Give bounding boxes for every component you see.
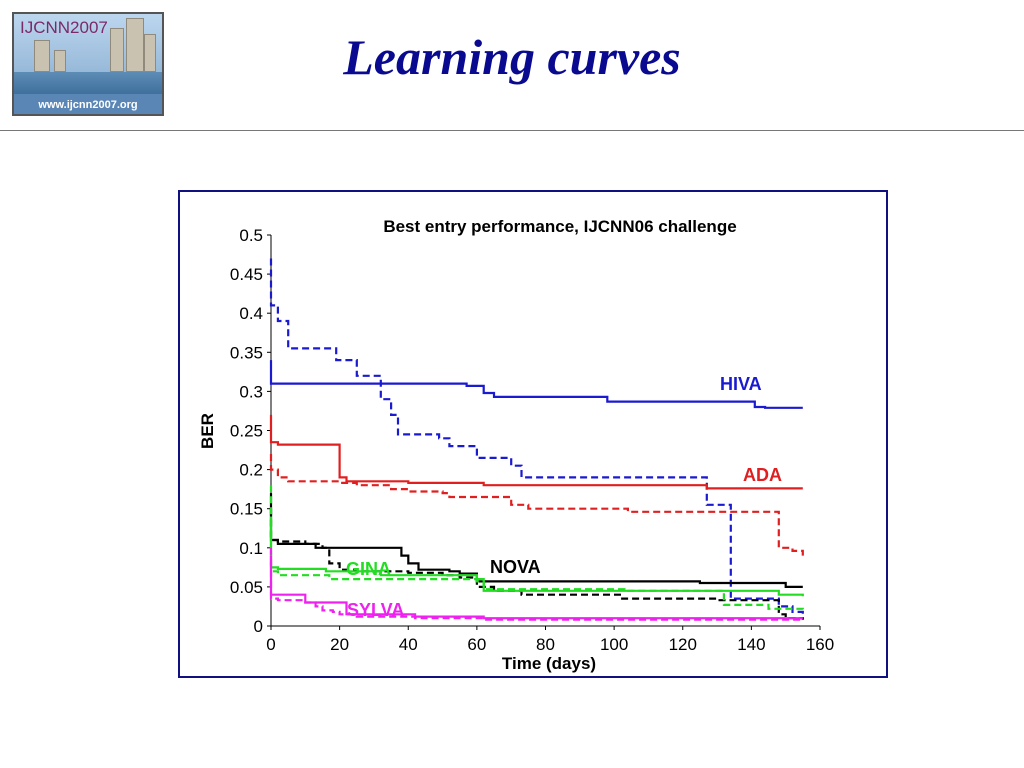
x-tick-label: 20 [330, 635, 349, 654]
y-tick-label: 0.3 [239, 382, 263, 401]
logo-url: www.ijcnn2007.org [38, 99, 138, 111]
y-tick-label: 0.45 [230, 265, 263, 284]
y-tick-label: 0 [254, 617, 263, 636]
series-label-gina: GINA [346, 559, 391, 579]
y-axis-label: BER [198, 413, 217, 449]
x-tick-label: 80 [536, 635, 555, 654]
y-tick-label: 0.25 [230, 422, 263, 441]
y-tick-label: 0.1 [239, 539, 263, 558]
logo-title: IJCNN2007 [20, 18, 108, 37]
x-tick-label: 100 [600, 635, 628, 654]
chart-series [269, 258, 804, 621]
logo-water [14, 72, 162, 94]
x-axis-label: Time (days) [502, 654, 596, 673]
logo-building [126, 18, 144, 72]
x-tick-label: 120 [669, 635, 697, 654]
series-line-ada-dashed [269, 454, 804, 556]
logo-building [34, 40, 50, 72]
x-tick-label: 60 [467, 635, 486, 654]
x-tick-label: 0 [266, 635, 275, 654]
x-tick-label: 40 [399, 635, 418, 654]
learning-curves-chart: Best entry performance, IJCNN06 challeng… [198, 217, 834, 673]
logo-building [54, 50, 66, 72]
series-label-hiva: HIVA [720, 374, 762, 394]
chart-axes: 0 0.05 0.1 0.15 0.2 0.25 0.3 0.35 0.4 0.45 0.5 0 20 4… [230, 226, 834, 654]
series-line-sylva-solid [269, 555, 803, 620]
logo-building [144, 34, 156, 72]
series-line-gina-solid [269, 516, 804, 597]
logo-url-bar [14, 94, 162, 114]
x-tick-label: 140 [737, 635, 765, 654]
series-label-sylva: SYLVA [347, 600, 404, 620]
conference-logo: IJCNN2007 www.ijcnn2007.org [12, 12, 164, 116]
series-line-hiva-dashed [269, 258, 804, 617]
y-tick-label: 0.15 [230, 500, 263, 519]
series-line-sylva-dashed [269, 547, 803, 621]
title-divider [0, 130, 1024, 131]
x-tick-label: 160 [806, 635, 834, 654]
y-tick-label: 0.05 [230, 578, 263, 597]
y-tick-label: 0.35 [230, 343, 263, 362]
series-line-hiva-solid [269, 360, 803, 409]
series-line-nova-dashed [269, 508, 804, 620]
series-label-nova: NOVA [490, 557, 541, 577]
chart-series-labels: HIVA ADA NOVA GINA SYLVA [346, 374, 782, 620]
series-label-ada: ADA [743, 465, 782, 485]
chart-title: Best entry performance, IJCNN06 challeng… [383, 217, 736, 236]
chart-frame: Best entry performance, IJCNN06 challeng… [178, 190, 888, 678]
series-line-ada-solid [269, 414, 803, 490]
logo-building [110, 28, 124, 72]
series-line-nova-solid [269, 493, 803, 588]
series-line-gina-dashed [269, 485, 804, 611]
slide-title: Learning curves [343, 29, 681, 85]
y-tick-label: 0.4 [239, 304, 263, 323]
y-tick-label: 0.2 [239, 461, 263, 480]
y-tick-label: 0.5 [239, 226, 263, 245]
